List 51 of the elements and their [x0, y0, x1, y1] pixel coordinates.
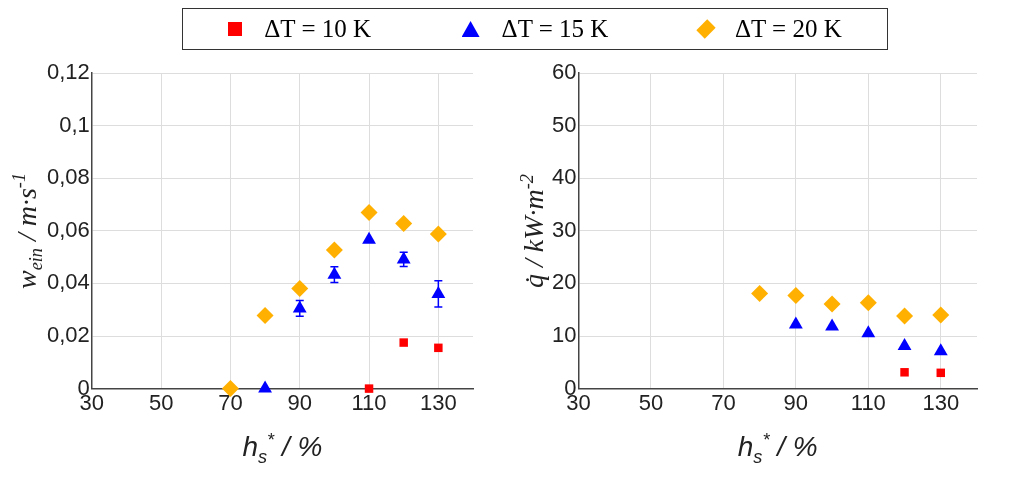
point: [362, 231, 376, 244]
point: [395, 214, 413, 232]
x-tick-label: 110: [850, 389, 886, 415]
y-tick-label: 0,06: [46, 216, 90, 242]
point: [787, 287, 805, 304]
point: [900, 368, 909, 377]
x-tick-label: 70: [218, 389, 243, 415]
y-tick-label: 0,1: [59, 111, 90, 137]
x-tick-label: 70: [711, 389, 736, 415]
y-tick-label: 0,12: [46, 59, 90, 85]
point: [823, 295, 841, 313]
x-tick-label: 110: [351, 389, 387, 415]
y-tick-label: 30: [551, 216, 577, 242]
x-axis-title: h$_{s}$$^{*}$ / %: [737, 429, 818, 467]
x-axis-title: h$_{s}$$^{*}$ / %: [242, 429, 323, 467]
y-tick-label: 10: [551, 322, 577, 348]
y-tick-label: 40: [551, 164, 577, 190]
point: [861, 325, 876, 338]
x-tick-label: 90: [287, 389, 312, 415]
point: [258, 380, 273, 393]
x-tick-label: 90: [783, 389, 809, 415]
point: [859, 294, 877, 312]
point: [897, 337, 912, 350]
legend-label: ΔT = 10 K: [264, 15, 372, 43]
x-tick-label: 50: [638, 389, 664, 415]
y-tick-label: 0,02: [46, 322, 90, 348]
y-tick-label: 20: [551, 269, 577, 295]
x-tick-label: 130: [419, 389, 457, 415]
point: [364, 384, 374, 393]
point: [291, 279, 309, 297]
point: [434, 343, 443, 353]
point: [825, 318, 840, 331]
point: [360, 203, 378, 221]
y-tick-label: 0,04: [46, 269, 90, 295]
point: [932, 306, 950, 324]
point: [325, 241, 343, 259]
x-tick-label: 50: [148, 389, 174, 415]
point: [933, 343, 948, 356]
point: [399, 338, 408, 347]
legend-label: ΔT = 20 K: [734, 15, 842, 43]
y-tick-label: 50: [551, 111, 577, 137]
point: [256, 306, 274, 324]
point: [429, 225, 447, 243]
point: [896, 307, 914, 325]
point: [327, 266, 342, 279]
y-tick-label: 0,08: [46, 164, 90, 190]
point: [788, 316, 803, 329]
y-tick-label: 60: [551, 59, 577, 85]
point: [751, 284, 769, 302]
x-tick-label: 130: [922, 389, 960, 415]
legend-label: ΔT = 15 K: [501, 15, 609, 43]
